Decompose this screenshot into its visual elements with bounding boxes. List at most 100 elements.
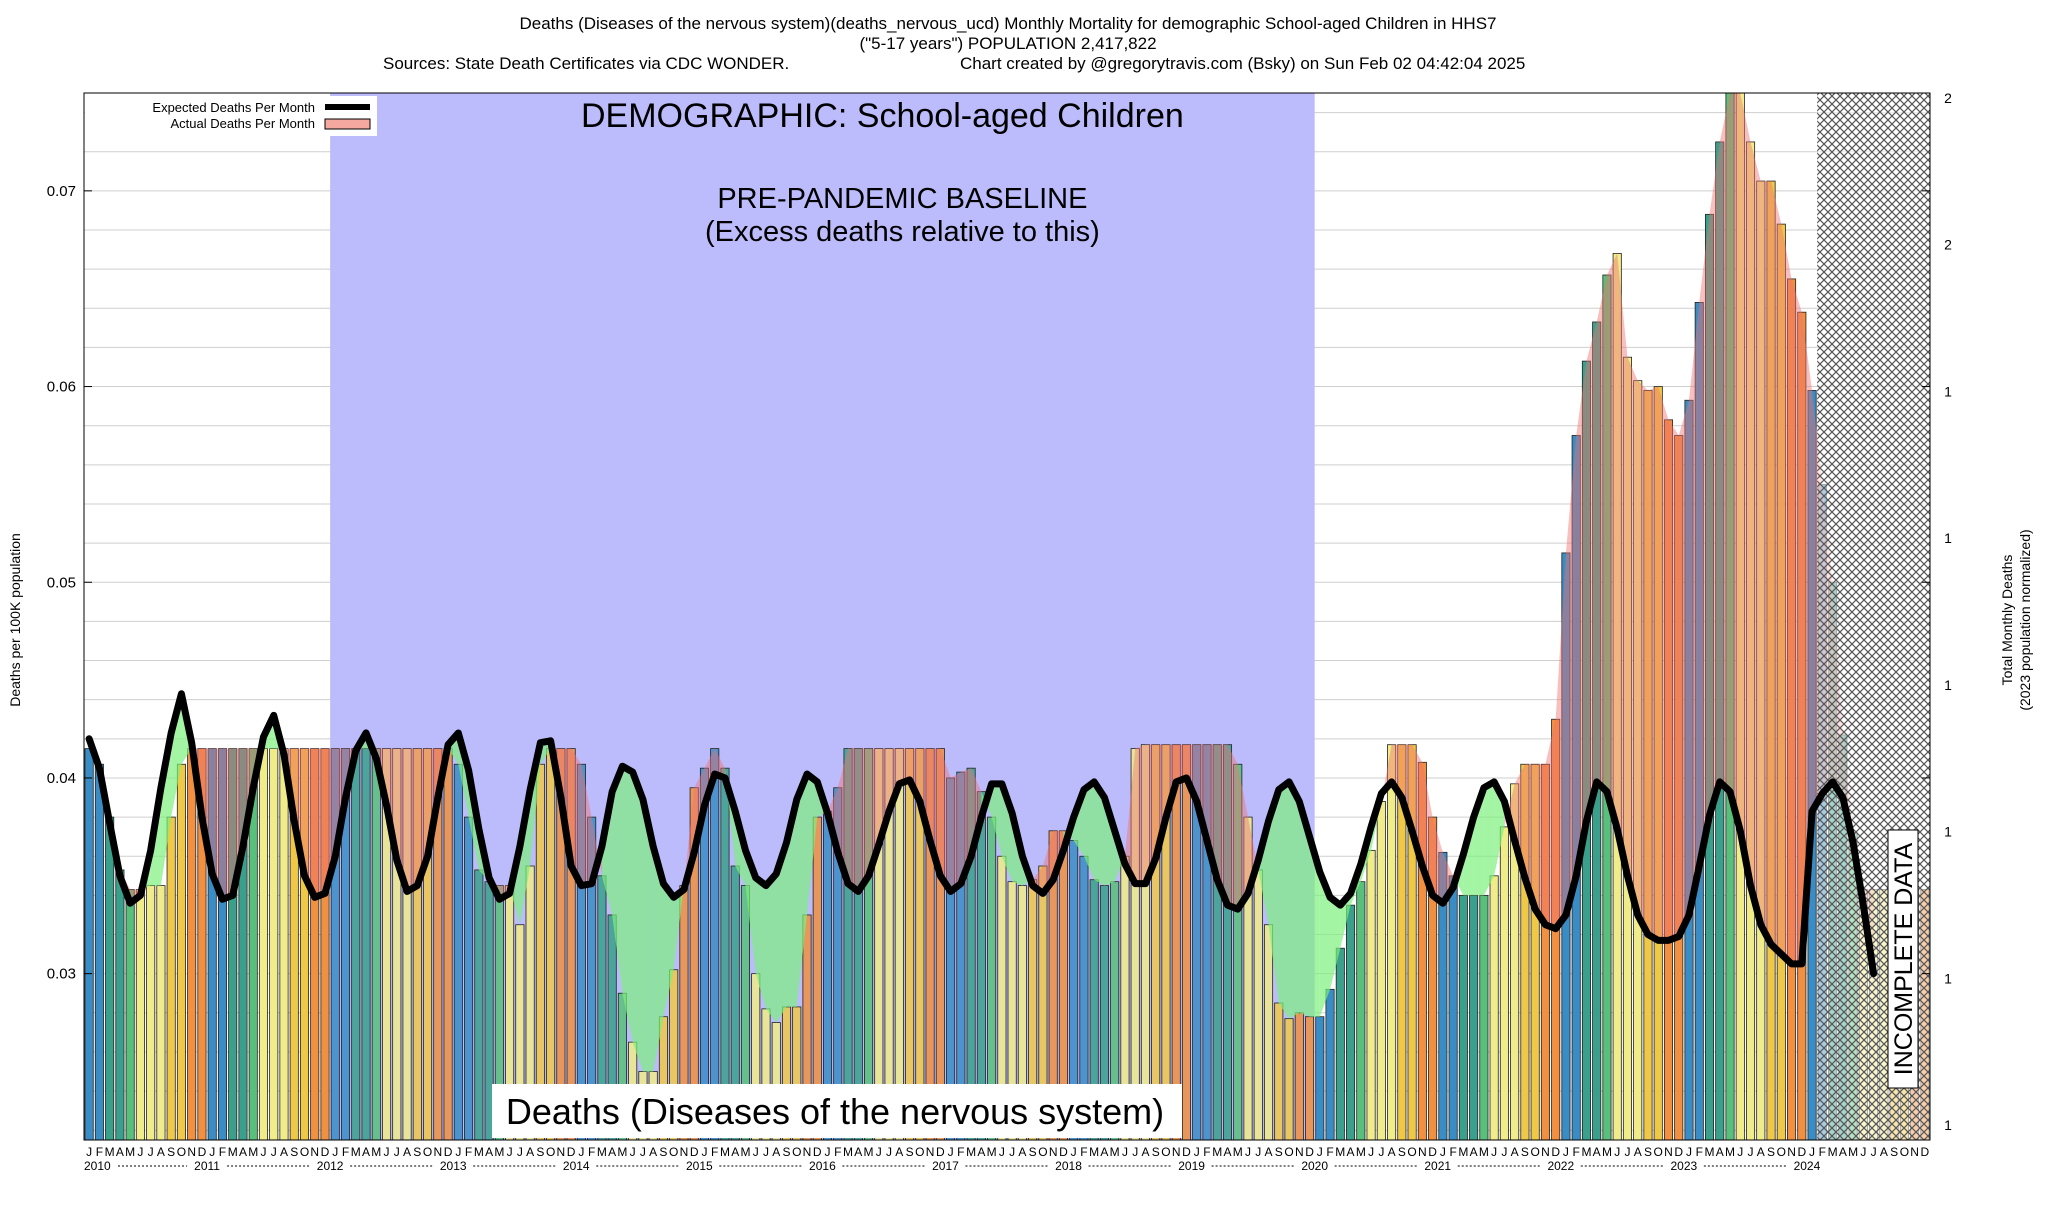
x-month-label: O <box>546 1145 555 1159</box>
x-month-label: F <box>465 1145 472 1159</box>
x-month-label: A <box>895 1145 903 1159</box>
y2-tick-label: 1 <box>1944 530 1952 546</box>
deficit-area <box>160 732 172 886</box>
x-year-label: 2013 <box>440 1159 467 1173</box>
x-month-label: M <box>125 1145 135 1159</box>
x-year-label: 2012 <box>317 1159 344 1173</box>
x-month-label: J <box>394 1145 400 1159</box>
x-month-label: J <box>1440 1145 1446 1159</box>
y-tick-label: 0.05 <box>47 574 76 591</box>
excess-area <box>1760 181 1772 945</box>
x-month-label: M <box>597 1145 607 1159</box>
deficit-area <box>1104 797 1115 886</box>
x-month-label: O <box>1777 1145 1786 1159</box>
excess-area <box>1227 744 1238 910</box>
x-month-label: J <box>1871 1145 1877 1159</box>
x-month-label: J <box>332 1145 338 1159</box>
excess-area <box>1576 361 1587 876</box>
actual-bar <box>710 748 720 1141</box>
x-month-label: J <box>1614 1145 1620 1159</box>
chart-header: Deaths (Diseases of the nervous system)(… <box>383 14 1525 73</box>
actual-bar <box>166 816 176 1141</box>
x-month-label: D <box>1551 1145 1560 1159</box>
x-month-label: J <box>1686 1145 1692 1159</box>
x-year-label: 2018 <box>1055 1159 1082 1173</box>
deficit-area <box>1483 781 1495 896</box>
x-month-label: M <box>1848 1145 1858 1159</box>
actual-bar <box>1376 801 1386 1141</box>
x-month-label: A <box>772 1145 780 1159</box>
x-month-label: D <box>1921 1145 1930 1159</box>
excess-area <box>1606 253 1618 829</box>
x-month-label: N <box>433 1145 442 1159</box>
x-month-label: J <box>1255 1145 1261 1159</box>
actual-bar <box>1263 924 1274 1141</box>
x-month-label: J <box>260 1145 266 1159</box>
x-month-label: D <box>567 1145 576 1159</box>
excess-area <box>1730 93 1741 831</box>
x-month-label: N <box>1787 1145 1796 1159</box>
excess-area <box>1217 744 1228 906</box>
actual-bar <box>176 763 186 1141</box>
x-month-label: N <box>1295 1145 1304 1159</box>
y-tick-label: 0.03 <box>47 966 76 983</box>
x-month-label: F <box>342 1145 349 1159</box>
excess-area <box>1237 764 1249 910</box>
x-month-label: A <box>1634 1145 1642 1159</box>
actual-bar <box>1489 875 1499 1141</box>
legend-expected-label: Expected Deaths Per Month <box>152 100 315 115</box>
actual-bar <box>1325 988 1335 1141</box>
x-month-label: F <box>834 1145 841 1159</box>
x-month-label: F <box>957 1145 964 1159</box>
deficit-area <box>663 883 674 1017</box>
x-month-label: F <box>1573 1145 1580 1159</box>
x-month-label: N <box>1172 1145 1181 1159</box>
x-month-label: J <box>1563 1145 1569 1159</box>
excess-area <box>1699 214 1710 867</box>
x-month-label: A <box>1265 1145 1273 1159</box>
excess-area <box>1771 181 1782 955</box>
x-month-label: S <box>1890 1145 1898 1159</box>
excess-area <box>1545 719 1556 929</box>
deficit-area <box>1083 781 1095 880</box>
x-year-label: 2010 <box>84 1159 111 1173</box>
excess-area <box>1750 141 1761 925</box>
excess-area <box>714 748 725 778</box>
deficit-area <box>1309 836 1320 1017</box>
x-month-label: M <box>1705 1145 1715 1159</box>
x-month-label: A <box>1839 1145 1847 1159</box>
deficit-area <box>1258 821 1269 925</box>
x-month-label: O <box>1161 1145 1170 1159</box>
x-month-label: F <box>1819 1145 1826 1159</box>
x-month-label: M <box>105 1145 115 1159</box>
x-month-label: J <box>1132 1145 1138 1159</box>
excess-area <box>1627 357 1638 915</box>
x-month-label: O <box>1407 1145 1416 1159</box>
x-month-label: J <box>1748 1145 1754 1159</box>
actual-bar <box>1284 1018 1294 1141</box>
x-month-label: F <box>219 1145 226 1159</box>
actual-bar <box>351 748 361 1141</box>
excess-area <box>1381 744 1392 802</box>
x-year-label: 2023 <box>1671 1159 1698 1173</box>
baseline-sublabel: (Excess deaths relative to this) <box>705 216 1100 248</box>
x-year-label: 2014 <box>563 1159 590 1173</box>
actual-bar <box>443 748 453 1141</box>
excess-area <box>1432 817 1443 904</box>
x-month-label: M <box>1233 1145 1243 1159</box>
baseline-region <box>330 93 1315 1140</box>
excess-area <box>1668 419 1679 941</box>
x-month-label: O <box>669 1145 678 1159</box>
x-month-label: J <box>999 1145 1005 1159</box>
actual-bar <box>115 869 125 1141</box>
excess-area <box>1647 386 1659 941</box>
excess-deficit-areas <box>89 93 1874 1072</box>
x-month-label: J <box>517 1145 523 1159</box>
actual-bar <box>258 748 269 1141</box>
x-month-label: S <box>1767 1145 1775 1159</box>
baseline-label: PRE-PANDEMIC BASELINE <box>717 183 1087 215</box>
x-month-label: M <box>1602 1145 1612 1159</box>
x-month-label: N <box>1049 1145 1058 1159</box>
